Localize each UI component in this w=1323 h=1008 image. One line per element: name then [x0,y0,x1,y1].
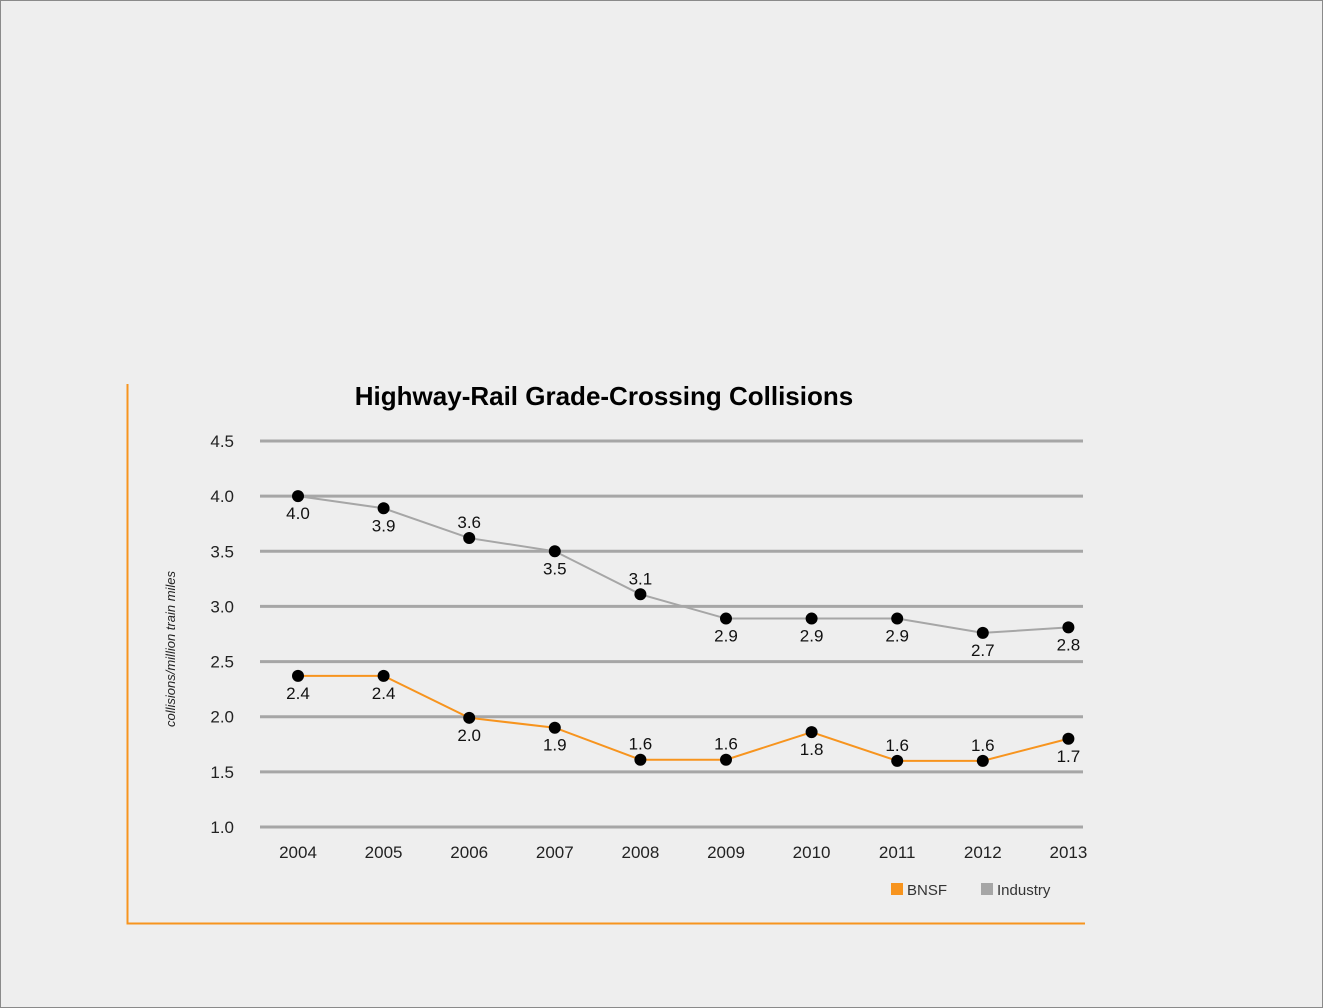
data-point-industry [548,545,561,558]
data-point-industry [891,612,904,625]
y-tick-label: 1.5 [210,763,234,782]
x-tick-label: 2012 [964,843,1002,862]
data-point-bnsf [891,754,904,767]
data-label-bnsf: 1.6 [885,736,909,755]
legend-label-industry: Industry [997,882,1051,899]
data-label-bnsf: 1.6 [971,736,995,755]
x-tick-label: 2011 [879,843,916,862]
data-label-bnsf: 1.6 [714,735,738,754]
data-label-industry: 2.9 [800,627,824,646]
x-tick-label: 2008 [621,843,659,862]
series-line-bnsf [298,674,1069,762]
legend-swatch-industry [981,883,993,895]
y-tick-label: 4.0 [210,487,234,506]
data-point-bnsf [377,669,390,682]
data-point-bnsf [634,753,647,766]
data-point-bnsf [292,669,304,682]
data-point-bnsf [548,721,561,734]
data-point-bnsf [720,753,732,766]
chart-title: Highway-Rail Grade-Crossing Collisions [355,381,853,411]
x-tick-label: 2006 [450,843,488,862]
data-point-industry [292,490,304,503]
data-point-bnsf [805,726,818,739]
data-labels: 4.0 3.9 3.6 3.5 3.1 2.9 2.9 2.9 2.7 2.8 2.4 2.4 2.0 1… [286,504,1080,766]
y-tick-label: 2.0 [210,708,234,727]
series-line-industry [297,495,1069,634]
data-label-bnsf: 1.8 [800,740,824,759]
legend-swatch-bnsf [891,883,903,895]
data-label-industry: 3.6 [457,513,481,532]
data-point-industry [720,612,732,625]
data-label-industry: 3.1 [629,569,653,588]
data-label-industry: 2.9 [885,627,909,646]
data-point-industry [463,532,476,545]
data-label-industry: 4.0 [286,504,310,523]
data-point-bnsf [1062,732,1075,745]
data-label-bnsf: 1.7 [1057,747,1081,766]
y-axis-ticks: 1.0 1.5 2.0 2.5 3.0 3.5 4.0 4.5 [210,432,234,837]
data-label-industry: 2.7 [971,641,995,660]
data-point-industry [634,588,647,601]
data-point-bnsf [463,711,476,724]
data-label-bnsf: 2.4 [286,684,310,703]
data-label-bnsf: 1.9 [543,736,567,755]
x-tick-label: 2005 [365,843,403,862]
data-label-industry: 2.9 [714,627,738,646]
x-axis-ticks: 2004 2005 2006 2007 2008 2009 2010 2011 2012 2013 [279,843,1087,862]
data-label-bnsf: 2.4 [372,684,396,703]
legend-label-bnsf: BNSF [907,882,947,899]
x-tick-label: 2007 [536,843,574,862]
y-tick-label: 1.0 [210,818,234,837]
gridlines [260,439,1083,829]
data-points [292,490,1075,767]
data-label-industry: 3.9 [372,516,396,535]
legend: BNSF Industry [891,882,1051,899]
data-label-bnsf: 2.0 [457,726,481,745]
data-label-industry: 2.8 [1057,635,1081,654]
x-tick-label: 2009 [707,843,745,862]
y-tick-label: 2.5 [210,653,234,672]
data-point-industry [377,502,390,515]
x-tick-label: 2010 [793,843,831,862]
series-lines [297,495,1069,762]
x-tick-label: 2004 [279,843,317,862]
data-label-bnsf: 1.6 [629,735,653,754]
data-point-industry [805,612,818,625]
x-tick-label: 2013 [1049,843,1087,862]
data-point-industry [976,626,989,639]
y-tick-label: 3.5 [210,542,234,561]
y-axis-title: collisions/million train miles [163,570,178,727]
data-point-bnsf [976,754,989,767]
data-point-industry [1062,621,1075,634]
data-label-industry: 3.5 [543,559,567,578]
y-tick-label: 3.0 [210,597,234,616]
y-tick-label: 4.5 [210,432,234,451]
